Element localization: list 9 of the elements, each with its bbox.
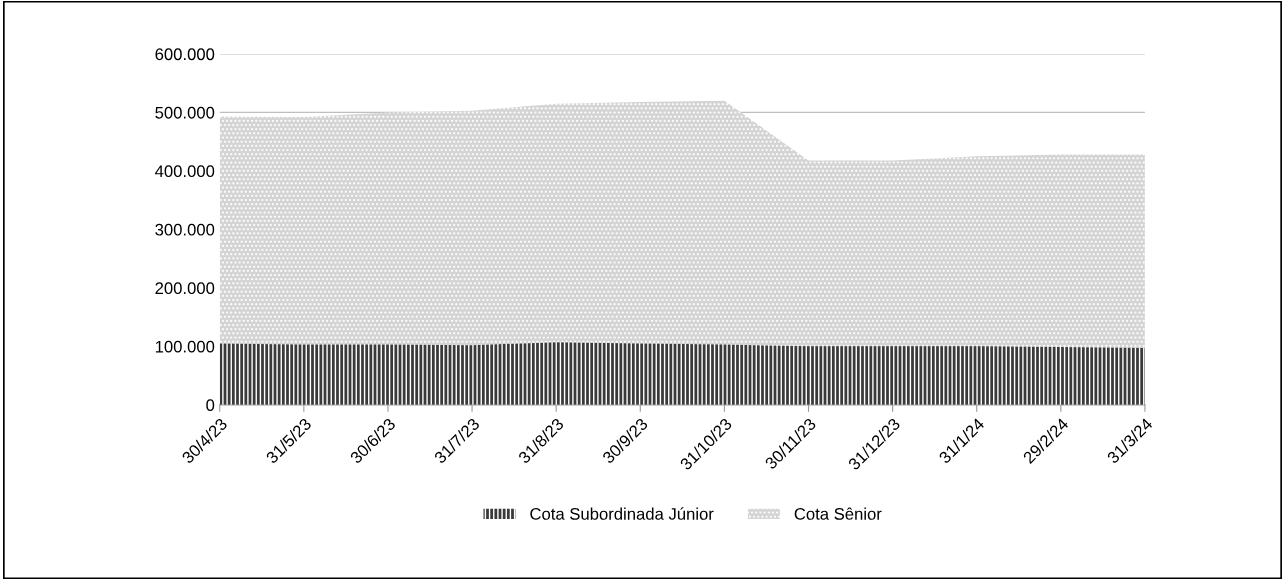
y-tick-label: 500.000 — [155, 106, 215, 119]
y-tick-label: 0 — [206, 399, 215, 412]
y-tick-label: 400.000 — [155, 165, 215, 178]
y-tick-label: 300.000 — [155, 223, 215, 236]
legend-label: Cota Sênior — [794, 507, 882, 520]
y-tick-label: 100.000 — [155, 340, 215, 353]
y-tick-label: 200.000 — [155, 282, 215, 295]
y-tick-label: 600.000 — [155, 48, 215, 61]
legend-label: Cota Subordinada Júnior — [530, 507, 714, 520]
